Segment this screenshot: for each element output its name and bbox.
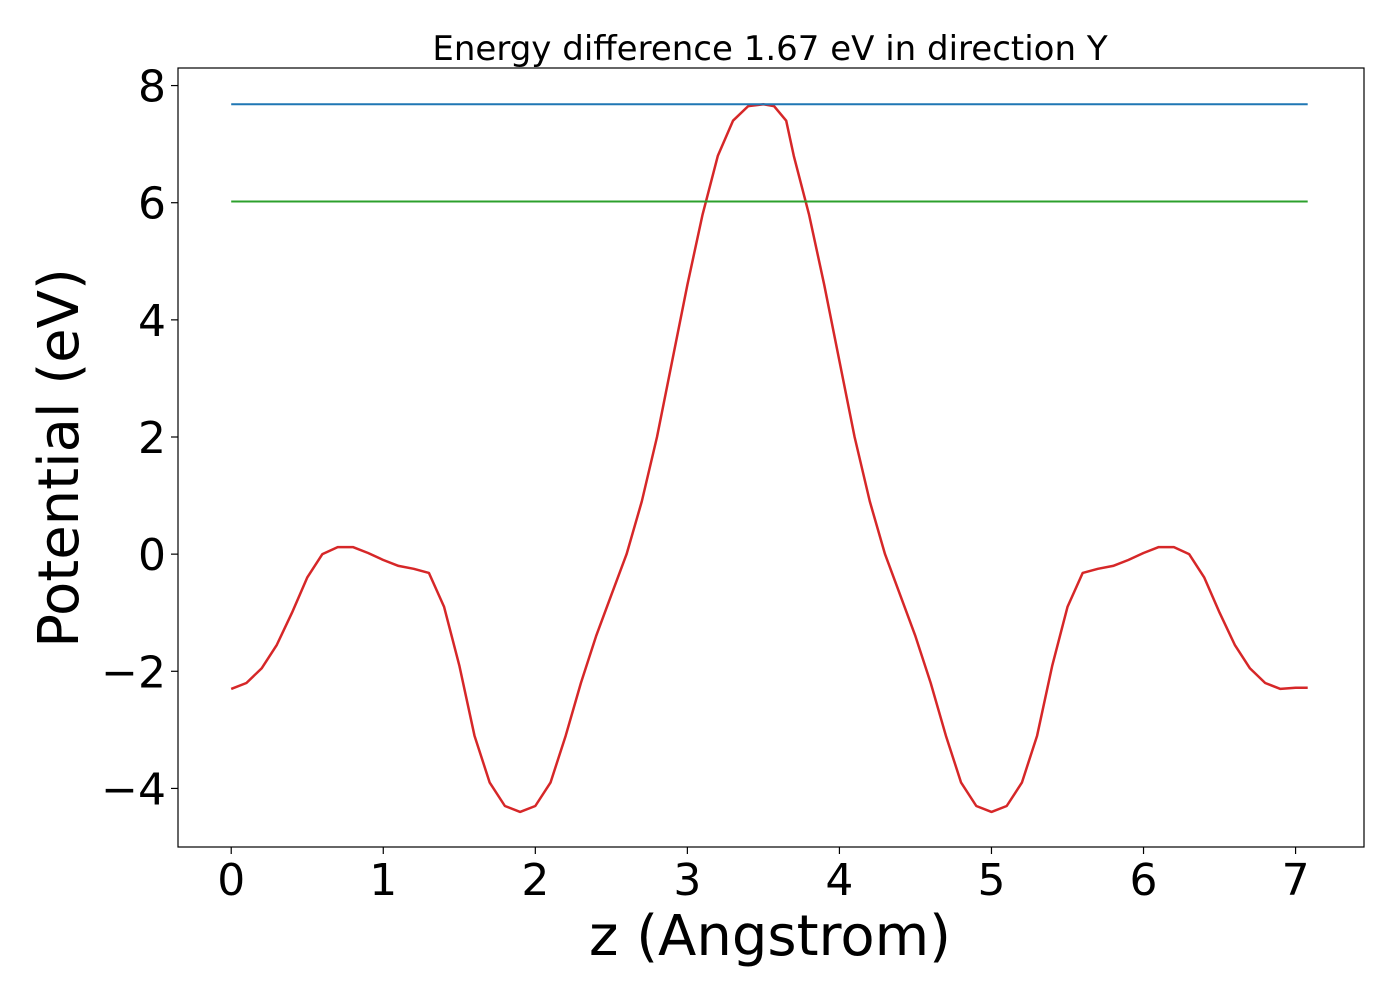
x-tick-label: 2 [521, 855, 549, 906]
chart-title: Energy difference 1.67 eV in direction Y [432, 29, 1107, 69]
series-layer [230, 103, 1308, 814]
y-tick-label: 8 [138, 62, 166, 113]
x-axis-label: z (Angstrom) [589, 904, 951, 969]
y-tick-label: −2 [101, 647, 166, 698]
series-line-0 [230, 103, 1308, 814]
x-tick-label: 3 [673, 855, 701, 906]
plot-frame [177, 67, 1365, 848]
y-tick-label: 2 [138, 413, 166, 464]
x-tick-label: 4 [825, 855, 853, 906]
y-tick-label: 6 [138, 179, 166, 230]
x-axis-ticks: 0 1 2 3 4 5 6 7 [217, 847, 1310, 906]
y-tick-label: 4 [138, 296, 166, 347]
y-axis-ticks: −4 −2 0 2 4 6 8 [101, 62, 178, 815]
x-tick-label: 6 [1130, 855, 1158, 906]
y-axis-label: Potential (eV) [27, 268, 92, 648]
x-tick-label: 0 [217, 855, 245, 906]
x-tick-label: 7 [1282, 855, 1310, 906]
x-tick-label: 5 [977, 855, 1005, 906]
x-tick-label: 1 [369, 855, 397, 906]
y-tick-label: −4 [101, 764, 166, 815]
y-tick-label: 0 [138, 530, 166, 581]
